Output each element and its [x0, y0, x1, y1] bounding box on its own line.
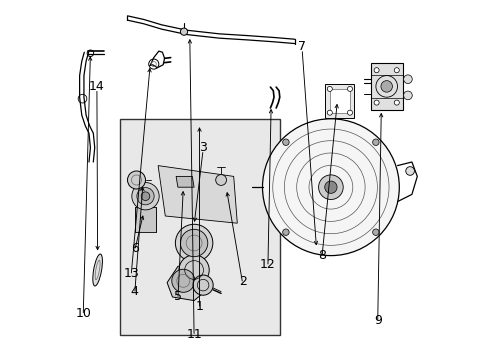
- Text: 7: 7: [298, 40, 305, 53]
- Circle shape: [180, 229, 207, 257]
- Text: 10: 10: [75, 307, 91, 320]
- Text: 6: 6: [130, 242, 139, 255]
- Text: 12: 12: [260, 258, 275, 271]
- Circle shape: [193, 275, 213, 295]
- Text: 11: 11: [186, 328, 202, 341]
- Circle shape: [347, 110, 352, 115]
- Circle shape: [405, 167, 413, 175]
- Circle shape: [403, 75, 411, 84]
- Polygon shape: [176, 176, 194, 187]
- Circle shape: [372, 139, 378, 145]
- Circle shape: [262, 119, 399, 256]
- Circle shape: [393, 68, 399, 73]
- Bar: [329, 89, 349, 113]
- Circle shape: [326, 86, 332, 91]
- Bar: [120, 119, 280, 335]
- Text: 14: 14: [89, 80, 104, 93]
- Circle shape: [179, 255, 209, 285]
- Circle shape: [380, 81, 392, 92]
- Polygon shape: [167, 265, 206, 301]
- Circle shape: [171, 269, 194, 292]
- Circle shape: [215, 175, 226, 185]
- Circle shape: [137, 188, 154, 205]
- Circle shape: [347, 86, 352, 91]
- Circle shape: [372, 229, 378, 235]
- Ellipse shape: [93, 254, 102, 286]
- Circle shape: [141, 192, 149, 201]
- Circle shape: [180, 28, 187, 35]
- Polygon shape: [158, 166, 237, 223]
- Text: 8: 8: [317, 249, 325, 262]
- Circle shape: [373, 100, 378, 105]
- Bar: [135, 207, 155, 232]
- Text: 5: 5: [174, 291, 182, 303]
- Circle shape: [175, 224, 212, 262]
- Circle shape: [324, 181, 336, 193]
- Circle shape: [326, 110, 332, 115]
- Circle shape: [127, 171, 145, 189]
- Text: 4: 4: [130, 285, 139, 298]
- Bar: [370, 63, 402, 110]
- Text: 2: 2: [238, 275, 246, 288]
- Circle shape: [373, 68, 378, 73]
- Circle shape: [132, 183, 159, 210]
- Circle shape: [318, 175, 343, 199]
- Text: 1: 1: [195, 300, 203, 313]
- Bar: [325, 84, 354, 118]
- Circle shape: [393, 100, 399, 105]
- Circle shape: [282, 139, 288, 145]
- Text: 3: 3: [199, 141, 206, 154]
- Text: 13: 13: [123, 267, 139, 280]
- Text: 9: 9: [373, 314, 381, 327]
- Circle shape: [282, 229, 288, 235]
- Circle shape: [403, 91, 411, 100]
